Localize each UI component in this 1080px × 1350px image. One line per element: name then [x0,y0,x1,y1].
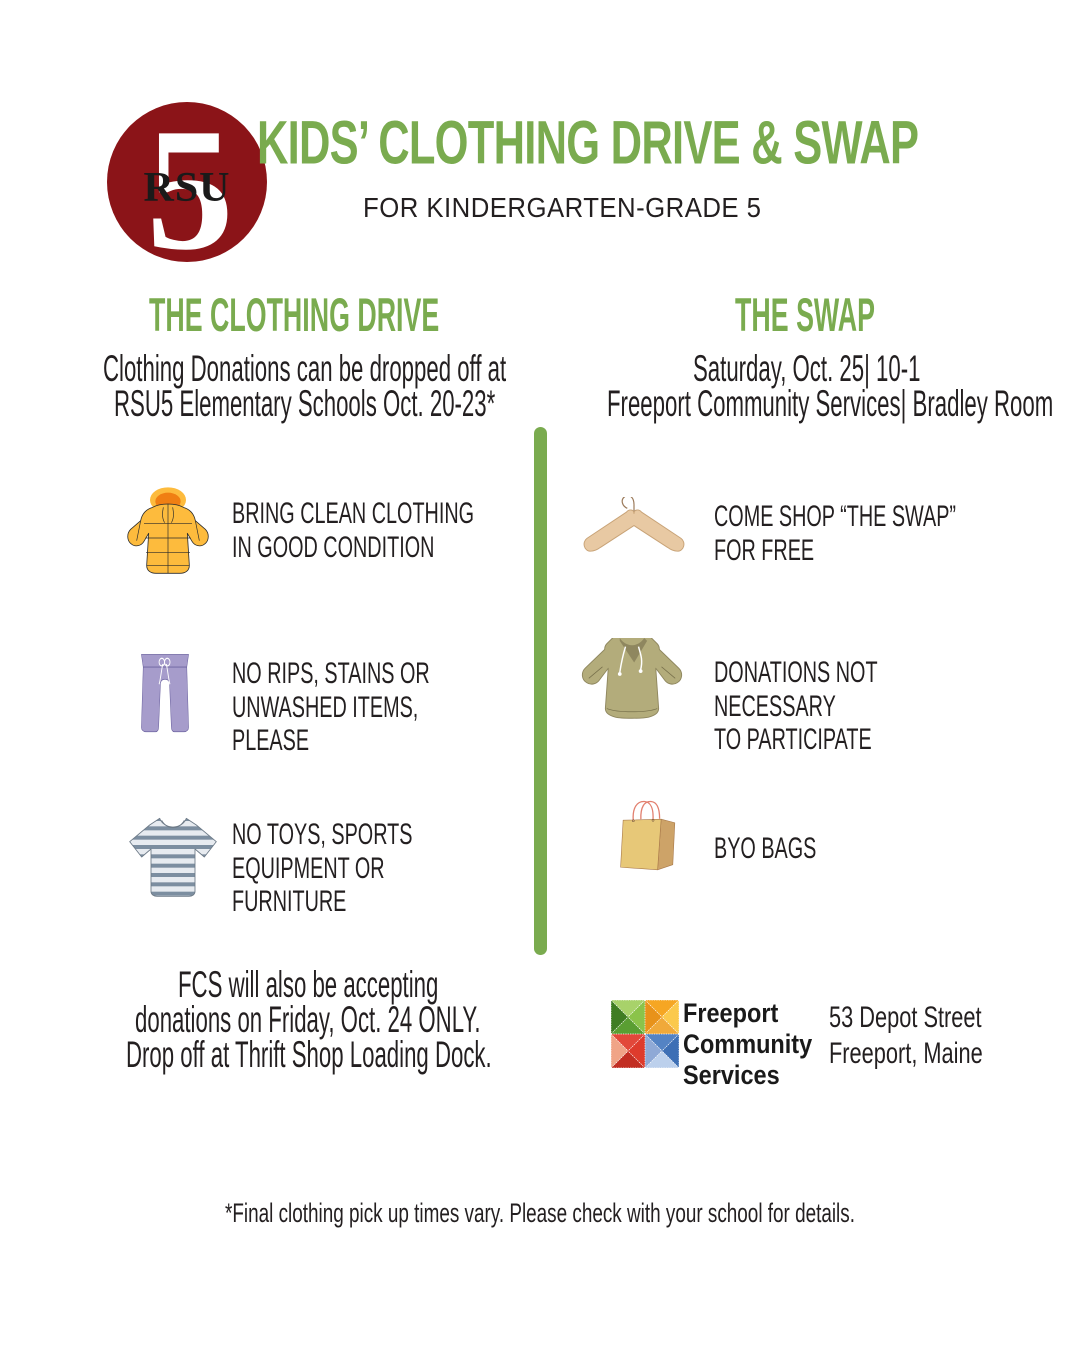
svg-text:RSU: RSU [143,165,230,211]
